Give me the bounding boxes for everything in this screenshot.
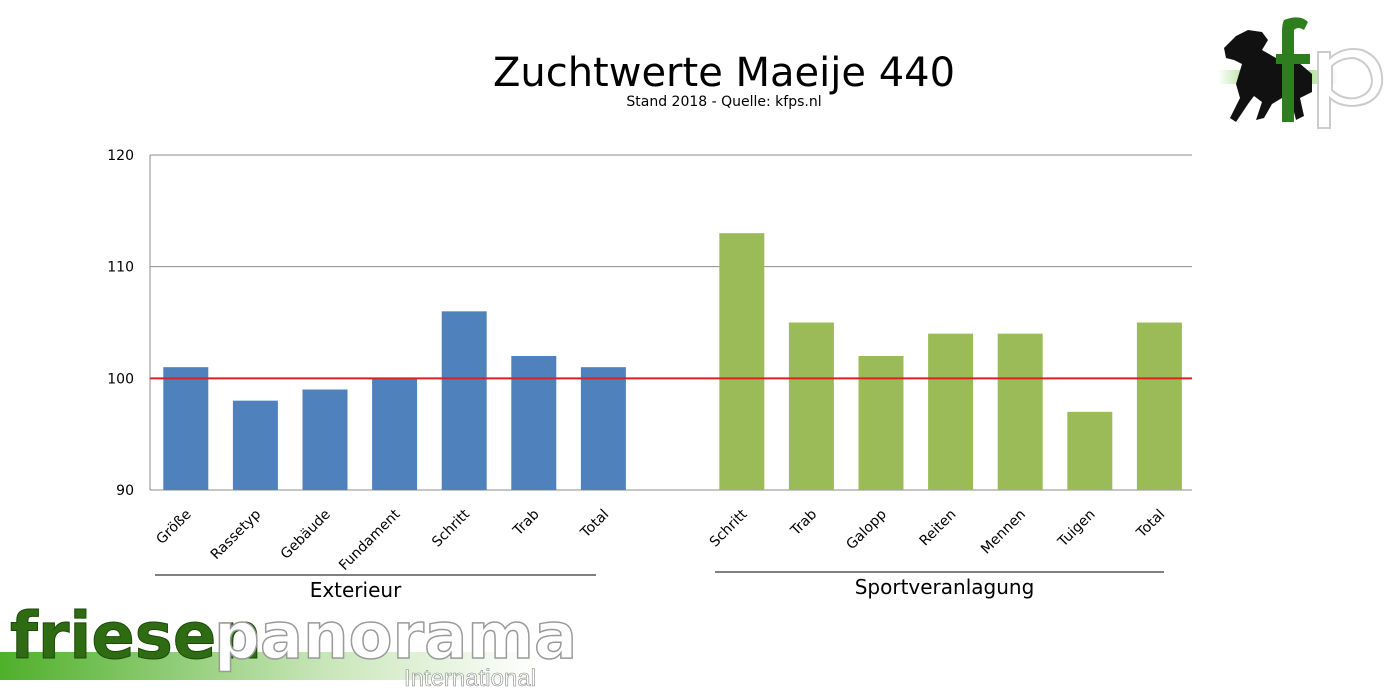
chart-title: Zuchtwerte Maeije 440 <box>493 50 955 96</box>
footer-logo-part2: panorama <box>214 600 577 674</box>
footer-logo-part1: friesen <box>10 600 262 674</box>
bar-0-3 <box>372 378 418 490</box>
bar-1-6 <box>1136 322 1182 490</box>
x-tick-label: Fundament <box>336 506 404 574</box>
bar-1-1 <box>788 322 834 490</box>
bar-0-2 <box>302 389 348 490</box>
bar-1-4 <box>997 333 1043 490</box>
x-tick-labels: Größe Rassetyp Gebäude Fundament Schritt Trab… <box>153 506 1168 574</box>
x-tick-label: Total <box>1133 507 1168 542</box>
bar-0-0 <box>163 367 209 490</box>
group-label: Sportveranlagung <box>855 575 1035 599</box>
x-tick-label: Trab <box>510 506 543 539</box>
bars <box>163 233 1182 490</box>
bar-1-0 <box>719 233 765 490</box>
x-tick-label: Tuigen <box>1054 507 1098 551</box>
bar-1-3 <box>928 333 974 490</box>
logo-letter-f <box>1276 17 1310 122</box>
footer-logo-sub: International <box>404 665 536 692</box>
group-labels: Exterieur Sportveranlagung <box>155 571 1164 602</box>
y-tick-label: 120 <box>107 148 134 164</box>
y-tick-labels: 90 100 110 120 <box>107 148 134 499</box>
x-tick-label: Mennen <box>978 507 1029 558</box>
x-tick-label: Total <box>577 507 612 542</box>
y-tick-label: 100 <box>107 371 134 387</box>
chart-subtitle: Stand 2018 - Quelle: kfps.nl <box>626 94 821 110</box>
logo-letter-p <box>1317 48 1384 129</box>
bar-0-6 <box>580 367 626 490</box>
x-tick-label: Reiten <box>917 507 960 550</box>
y-tick-label: 90 <box>116 483 134 499</box>
bar-0-1 <box>232 400 278 490</box>
bar-1-2 <box>858 356 904 490</box>
bar-0-4 <box>441 311 487 490</box>
x-tick-label: Galopp <box>843 506 890 553</box>
x-tick-label: Größe <box>153 507 194 548</box>
group-label: Exterieur <box>310 578 402 602</box>
y-tick-label: 110 <box>107 260 134 276</box>
corner-logo <box>1218 17 1384 129</box>
x-tick-label: Trab <box>787 506 820 539</box>
x-tick-label: Rassetyp <box>208 506 265 563</box>
x-tick-label: Schritt <box>707 506 751 550</box>
bar-1-5 <box>1067 411 1113 490</box>
x-tick-label: Gebäude <box>278 507 334 563</box>
bar-0-5 <box>511 356 557 490</box>
x-tick-label: Schritt <box>429 506 473 550</box>
footer-logo: friesen panorama International <box>0 599 578 692</box>
